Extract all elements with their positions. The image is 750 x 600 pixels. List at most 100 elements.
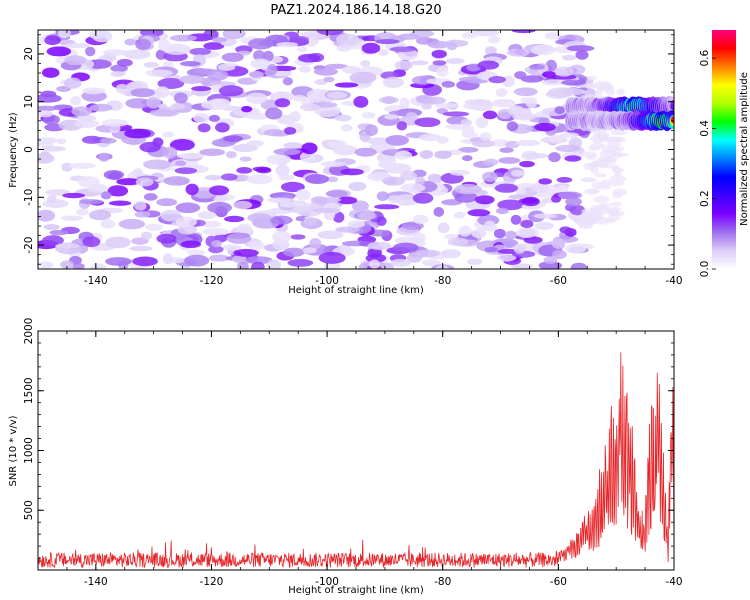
spectrogram-cell: [124, 128, 152, 139]
colorbar-tick-label: 0.6: [699, 49, 711, 66]
spectrogram-cell: [502, 75, 515, 88]
spectrogram-cell: [290, 234, 306, 240]
spectrogram-cell: [100, 191, 112, 200]
spectrogram-cell: [103, 169, 124, 180]
snr-x-label: Height of straight line (km): [288, 585, 424, 596]
spectrogram-cell: [398, 33, 420, 40]
spectrogram-cell: [565, 243, 587, 254]
spectrogram-cell: [441, 199, 462, 206]
spectrogram-cell: [125, 98, 152, 109]
spectrogram-cell: [336, 33, 360, 46]
spectrogram-blobs: [38, 30, 674, 269]
spectrogram-cell: [212, 98, 231, 109]
spectrogram-cell: [156, 198, 178, 207]
spectrogram-cell: [587, 75, 597, 82]
spectrogram-cell: [143, 193, 158, 201]
spectrogram-cell: [173, 92, 188, 104]
spectrogram-cell: [351, 200, 369, 212]
spectrogram-cell: [384, 114, 399, 120]
spectrogram-cell: [204, 174, 223, 181]
x-tick-label: -140: [84, 576, 108, 588]
spectrogram-cell: [394, 150, 412, 160]
x-tick-label: -60: [550, 275, 567, 287]
spectrogram-cell: [129, 245, 153, 252]
spectrogram-cell: [43, 224, 60, 230]
spectrogram-cell: [174, 160, 187, 166]
spectrogram-cell: [79, 199, 104, 205]
spectrogram-cell: [260, 99, 280, 110]
x-tick-label: -120: [200, 275, 224, 287]
spectrogram-cell: [188, 47, 212, 56]
spectrogram-cell: [62, 192, 86, 199]
spectrogram-cell: [213, 196, 228, 203]
spectrogram-cell: [71, 263, 85, 269]
spectrogram-cell: [300, 103, 320, 112]
figure-title: PAZ1.2024.186.14.18.G20: [270, 3, 441, 18]
spectrogram-cell: [306, 88, 333, 101]
spectrogram-cell: [382, 76, 404, 88]
spectrogram-cell: [221, 52, 244, 62]
y-tick-label: 20: [23, 47, 35, 60]
spectrogram-cell: [301, 142, 318, 155]
spectrogram-cell: [175, 202, 201, 214]
spectrogram-cell: [105, 257, 132, 266]
spectrogram-cell: [498, 157, 521, 164]
spectrogram-cell: [282, 77, 294, 86]
spectrogram-cell: [100, 219, 115, 229]
spectrogram-cell: [102, 49, 130, 56]
spectrogram-cell: [437, 136, 449, 144]
spectrogram-cell: [326, 91, 348, 100]
x-tick-label: -140: [84, 275, 108, 287]
spectrogram-cell: [504, 230, 517, 240]
y-tick-label: 0: [23, 146, 35, 153]
spectrogram-cell: [90, 263, 107, 269]
spectrogram-cell: [252, 50, 266, 61]
spectrogram-cell: [157, 77, 185, 89]
spectrogram-cell: [520, 97, 535, 104]
spectrogram-cell: [458, 225, 472, 237]
spectrogram-cell: [466, 258, 483, 265]
spectrogram-cell: [396, 121, 408, 131]
spectrogram-cell: [337, 196, 358, 205]
spectrogram-cell: [534, 122, 556, 132]
spectrogram-cell: [134, 201, 147, 211]
spectrogram-cell: [98, 152, 110, 162]
spectrogram-cell: [236, 223, 253, 236]
spectrogram-cell: [453, 211, 466, 219]
spectrogram-cell: [515, 139, 541, 147]
spectrogram-cell: [530, 184, 550, 193]
spectrogram-cell: [484, 46, 497, 55]
spectrogram-cell: [38, 137, 58, 145]
spectrogram-cell: [193, 113, 210, 123]
spectrogram-cell: [226, 232, 252, 244]
spectrogram-cell: [63, 77, 82, 89]
spectrogram-cell: [163, 176, 190, 186]
y-tick-label: 500: [23, 500, 35, 520]
spectrogram-cell: [399, 97, 410, 110]
spectrogram-cell: [374, 39, 400, 45]
spectrogram-cell: [378, 96, 399, 104]
spectrogram-cell: [266, 197, 292, 204]
spectrogram-cell: [109, 123, 121, 134]
spectrogram-cell: [290, 35, 309, 44]
spectrogram-cell: [544, 31, 562, 40]
spectrogram-cell: [240, 105, 253, 113]
spectrogram-cell: [313, 102, 338, 108]
spectrogram-cell: [278, 174, 295, 181]
spectrogram-cell: [520, 75, 544, 83]
spectrogram-cell: [494, 183, 519, 193]
spectrogram-cell: [314, 105, 341, 118]
spectrogram-cell: [162, 146, 178, 159]
spectrogram-cell: [554, 106, 565, 115]
spectrogram-cell: [289, 111, 301, 123]
spectrogram-cell: [115, 83, 129, 94]
spectrogram-cell: [520, 219, 534, 229]
spectrogram-cell: [217, 63, 236, 71]
spectrogram-cell: [606, 140, 621, 149]
spectrogram-cell: [318, 251, 346, 264]
spectrogram-cell: [292, 94, 307, 102]
spectrogram-cell: [309, 237, 322, 250]
spectrogram-cell: [434, 150, 452, 159]
spectrogram-cell: [610, 129, 628, 136]
spectrogram-cell: [180, 240, 202, 249]
